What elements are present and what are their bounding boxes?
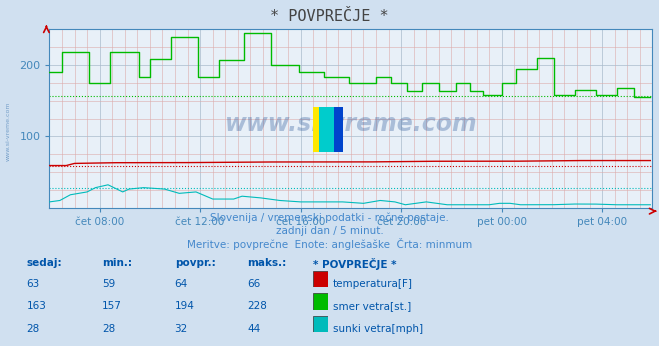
- Text: 44: 44: [247, 324, 260, 334]
- Text: 66: 66: [247, 279, 260, 289]
- Text: smer vetra[st.]: smer vetra[st.]: [333, 301, 411, 311]
- Text: zadnji dan / 5 minut.: zadnji dan / 5 minut.: [275, 226, 384, 236]
- Bar: [328, 107, 343, 152]
- Text: * POVPREČJE *: * POVPREČJE *: [313, 258, 397, 270]
- Text: 64: 64: [175, 279, 188, 289]
- Text: 63: 63: [26, 279, 40, 289]
- Text: 28: 28: [26, 324, 40, 334]
- Text: 163: 163: [26, 301, 46, 311]
- Text: * POVPREČJE *: * POVPREČJE *: [270, 9, 389, 24]
- Text: sedaj:: sedaj:: [26, 258, 62, 268]
- Text: Meritve: povprečne  Enote: anglešaške  Črta: minmum: Meritve: povprečne Enote: anglešaške Črt…: [187, 238, 472, 251]
- Text: temperatura[F]: temperatura[F]: [333, 279, 413, 289]
- Text: www.si-vreme.com: www.si-vreme.com: [5, 102, 11, 161]
- Text: maks.:: maks.:: [247, 258, 287, 268]
- Text: 157: 157: [102, 301, 122, 311]
- Text: sunki vetra[mph]: sunki vetra[mph]: [333, 324, 423, 334]
- Text: www.si-vreme.com: www.si-vreme.com: [225, 112, 477, 136]
- Text: 28: 28: [102, 324, 115, 334]
- Polygon shape: [319, 107, 334, 152]
- Text: 228: 228: [247, 301, 267, 311]
- Text: 59: 59: [102, 279, 115, 289]
- Text: min.:: min.:: [102, 258, 132, 268]
- Bar: [313, 107, 328, 152]
- Text: povpr.:: povpr.:: [175, 258, 215, 268]
- Text: Slovenija / vremenski podatki - ročne postaje.: Slovenija / vremenski podatki - ročne po…: [210, 213, 449, 223]
- Text: 194: 194: [175, 301, 194, 311]
- Text: 32: 32: [175, 324, 188, 334]
